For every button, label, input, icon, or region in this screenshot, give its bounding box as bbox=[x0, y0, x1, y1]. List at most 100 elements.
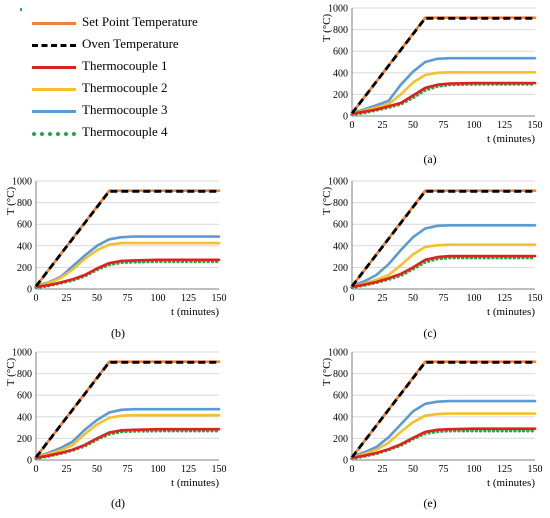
x-tick-label: 75 bbox=[439, 293, 449, 304]
y-tick-label: 800 bbox=[333, 369, 348, 380]
chart-panel-c: 0 200 400 600 800 1000 0 25 50 75 100 125 150 t (minu… bbox=[321, 175, 543, 335]
legend-label-tc1: Thermocouple 1 bbox=[82, 58, 168, 73]
y-tick-label: 400 bbox=[333, 241, 348, 252]
x-tick-label: 75 bbox=[439, 464, 449, 475]
chart-e-svg: 0 200 400 600 800 1000 0 25 50 75 100 125 150 t (minu… bbox=[321, 348, 543, 490]
chart-b-svg: 0 200 400 600 800 1000 0 25 50 75 100 125 150 t (minu… bbox=[5, 177, 227, 319]
y-tick-label: 600 bbox=[17, 220, 32, 231]
series-line-thermocouple-2 bbox=[350, 243, 537, 288]
y-tick-label: 400 bbox=[333, 412, 348, 423]
legend-label-tc2: Thermocouple 2 bbox=[82, 80, 168, 95]
y-tick-label: 400 bbox=[17, 412, 32, 423]
x-tick-label: 50 bbox=[408, 464, 418, 475]
x-tick-label: 125 bbox=[497, 120, 512, 131]
y-tick-label: 800 bbox=[17, 198, 32, 209]
series-line-thermocouple-2 bbox=[34, 413, 221, 459]
x-tick-label: 100 bbox=[467, 293, 482, 304]
chart-legend: Set Point Temperature Oven Temperature T… bbox=[8, 4, 248, 144]
y-axis-label: T (°C) bbox=[321, 14, 333, 43]
y-axis-label: T (°C) bbox=[5, 358, 17, 387]
x-tick-label: 75 bbox=[123, 293, 133, 304]
x-tick-label: 25 bbox=[378, 464, 388, 475]
legend-item-setpoint: Set Point Temperature bbox=[8, 12, 248, 34]
y-tick-label: 400 bbox=[333, 68, 348, 79]
y-tick-label: 800 bbox=[333, 198, 348, 209]
x-tick-label: 0 bbox=[350, 293, 355, 304]
x-tick-label: 150 bbox=[528, 293, 543, 304]
x-tick-label: 150 bbox=[212, 464, 227, 475]
x-tick-label: 150 bbox=[212, 293, 227, 304]
x-tick-label: 0 bbox=[34, 293, 39, 304]
panel-label-b: (b) bbox=[111, 326, 125, 340]
y-tick-label: 200 bbox=[333, 90, 348, 101]
series-line-oven-temperature bbox=[34, 360, 219, 459]
x-axis-label: t (minutes) bbox=[487, 477, 535, 489]
legend-item-tc4: Thermocouple 4 bbox=[8, 122, 248, 144]
x-tick-label: 0 bbox=[350, 120, 355, 131]
y-axis-label: T (°C) bbox=[321, 187, 333, 216]
legend-label-tc3: Thermocouple 3 bbox=[82, 102, 168, 117]
x-tick-label: 100 bbox=[467, 120, 482, 131]
legend-label-oven: Oven Temperature bbox=[82, 36, 179, 51]
panel-label-d: (d) bbox=[111, 496, 125, 510]
series-line-thermocouple-3 bbox=[350, 56, 537, 115]
x-tick-label: 50 bbox=[408, 120, 418, 131]
y-tick-label: 1000 bbox=[328, 4, 348, 15]
panel-label-c: (c) bbox=[423, 326, 437, 340]
y-tick-label: 0 bbox=[27, 285, 32, 296]
x-tick-label: 100 bbox=[151, 293, 166, 304]
x-tick-label: 100 bbox=[151, 464, 166, 475]
y-tick-label: 600 bbox=[333, 47, 348, 58]
y-tick-label: 1000 bbox=[12, 177, 32, 188]
chart-a-svg: 0 200 400 600 800 1000 0 25 50 75 100 125 150 t (minu… bbox=[321, 4, 543, 146]
y-tick-label: 600 bbox=[17, 391, 32, 402]
teal-mark-icon bbox=[20, 8, 22, 11]
x-axis-label: t (minutes) bbox=[171, 477, 219, 489]
chart-c-svg: 0 200 400 600 800 1000 0 25 50 75 100 125 150 t (minu… bbox=[321, 177, 543, 319]
y-tick-label: 200 bbox=[17, 434, 32, 445]
chart-panel-b: 0 200 400 600 800 1000 0 25 50 75 100 125 150 t (minu… bbox=[5, 175, 227, 335]
series-line-thermocouple-1 bbox=[350, 81, 537, 116]
chart-d-svg: 0 200 400 600 800 1000 0 25 50 75 100 125 150 t (minu… bbox=[5, 348, 227, 490]
panel-label-e: (e) bbox=[423, 496, 437, 510]
legend-label-tc4: Thermocouple 4 bbox=[82, 124, 168, 139]
series-line-thermocouple-4 bbox=[34, 429, 221, 461]
y-tick-label: 800 bbox=[333, 25, 348, 36]
x-tick-label: 125 bbox=[497, 293, 512, 304]
y-tick-label: 0 bbox=[27, 456, 32, 467]
y-tick-label: 1000 bbox=[328, 177, 348, 188]
legend-item-tc1: Thermocouple 1 bbox=[8, 56, 248, 78]
x-tick-label: 25 bbox=[378, 120, 388, 131]
panel-label-a: (a) bbox=[423, 152, 437, 166]
legend-swatch-tc3 bbox=[32, 110, 76, 113]
series-line-thermocouple-1 bbox=[350, 427, 537, 460]
y-tick-label: 1000 bbox=[328, 348, 348, 359]
legend-item-tc3: Thermocouple 3 bbox=[8, 100, 248, 122]
x-axis-label: t (minutes) bbox=[487, 133, 535, 145]
x-tick-label: 25 bbox=[62, 464, 72, 475]
y-tick-label: 600 bbox=[333, 220, 348, 231]
legend-label-setpoint: Set Point Temperature bbox=[82, 14, 198, 29]
chart-panel-a: 0 200 400 600 800 1000 0 25 50 75 100 125 150 t (minu… bbox=[321, 2, 543, 162]
series-line-thermocouple-1 bbox=[34, 427, 221, 460]
series-line-set-point-temperature bbox=[34, 189, 221, 288]
series-line-set-point-temperature bbox=[350, 16, 537, 115]
y-axis-label: T (°C) bbox=[5, 187, 17, 216]
y-tick-label: 400 bbox=[17, 241, 32, 252]
chart-panel-d: 0 200 400 600 800 1000 0 25 50 75 100 125 150 t (minu… bbox=[5, 346, 227, 506]
x-tick-label: 50 bbox=[408, 293, 418, 304]
legend-swatch-tc1 bbox=[32, 66, 76, 69]
y-tick-label: 200 bbox=[333, 263, 348, 274]
x-tick-label: 150 bbox=[528, 120, 543, 131]
x-tick-label: 75 bbox=[123, 464, 133, 475]
series-line-thermocouple-1 bbox=[350, 254, 537, 289]
chart-panel-e: 0 200 400 600 800 1000 0 25 50 75 100 125 150 t (minu… bbox=[321, 346, 543, 506]
series-line-thermocouple-3 bbox=[350, 223, 537, 288]
series-line-oven-temperature bbox=[350, 360, 535, 459]
y-tick-label: 1000 bbox=[12, 348, 32, 359]
legend-swatch-oven bbox=[32, 44, 76, 47]
series-line-thermocouple-2 bbox=[34, 241, 221, 288]
x-tick-label: 50 bbox=[92, 293, 102, 304]
series-line-thermocouple-3 bbox=[350, 399, 537, 459]
legend-swatch-setpoint bbox=[32, 22, 76, 25]
